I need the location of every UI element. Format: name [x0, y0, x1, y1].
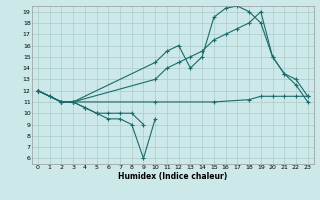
X-axis label: Humidex (Indice chaleur): Humidex (Indice chaleur): [118, 172, 228, 181]
